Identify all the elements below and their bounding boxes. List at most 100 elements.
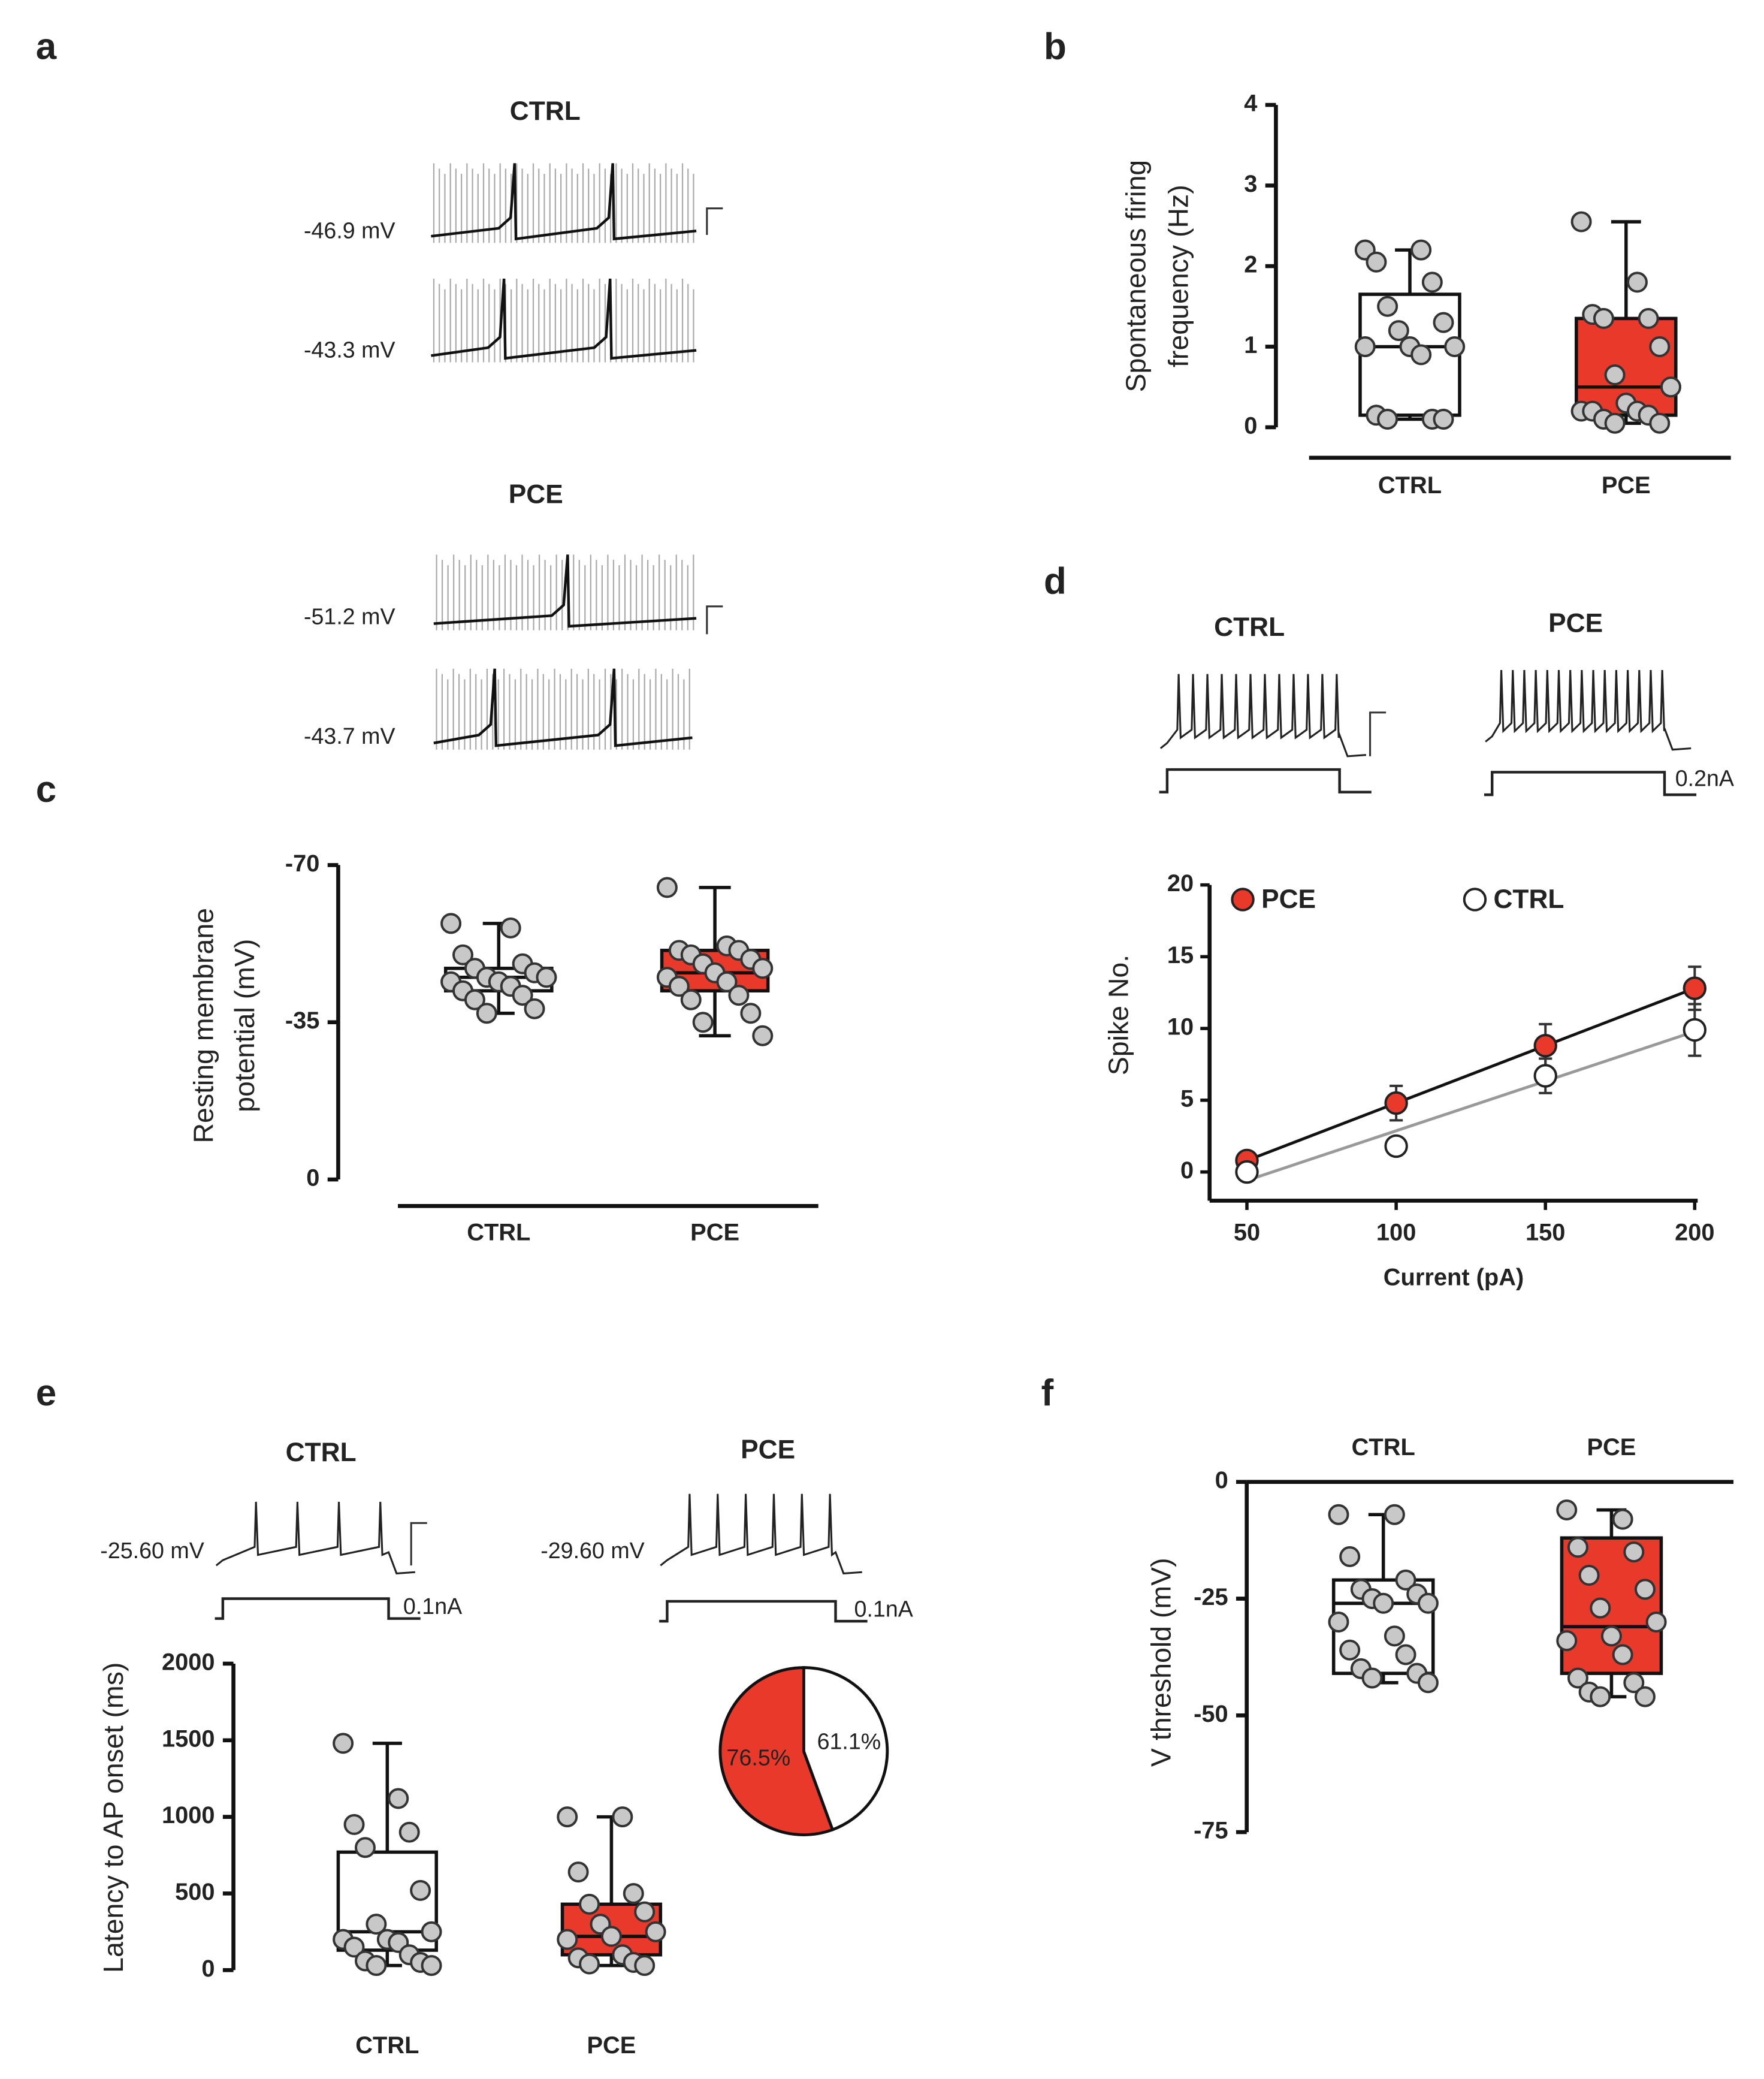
y-tick-label: 3 [1244, 171, 1257, 197]
y-tick-label: -50 [1194, 1701, 1228, 1727]
panel-letter: f [1041, 1372, 1054, 1414]
data-point [1612, 1508, 1633, 1530]
group-label: CTRL [1214, 612, 1285, 642]
data-point [500, 917, 521, 939]
potential-label: -43.3 mV [304, 337, 395, 363]
potential-label: -25.60 mV [100, 1538, 204, 1563]
y-tick-label: 4 [1244, 90, 1257, 117]
data-point [634, 1955, 656, 1977]
data-point [1533, 1064, 1557, 1088]
data-point [1623, 1541, 1645, 1563]
y-tick-label: 0 [1244, 412, 1257, 439]
data-point [1570, 211, 1592, 233]
trace [215, 1501, 415, 1575]
panel-letter: d [1044, 561, 1067, 602]
data-point [1634, 1686, 1656, 1707]
data-point [1433, 312, 1454, 333]
trace [433, 668, 693, 747]
box [1560, 1536, 1663, 1675]
data-point [1361, 1667, 1383, 1689]
x-tick-label: CTRL [355, 2032, 419, 2059]
data-point [668, 976, 690, 997]
potential-label: -51.2 mV [304, 604, 395, 629]
legend-label: CTRL [1493, 885, 1564, 914]
axis-title: Resting membrane [188, 908, 219, 1143]
data-point [1328, 1504, 1349, 1525]
scale-bar [410, 1522, 427, 1566]
x-tick-label: CTRL [1352, 1434, 1415, 1461]
data-point [1366, 251, 1387, 273]
data-point [1339, 1546, 1361, 1567]
data-point [366, 1914, 387, 1935]
trace [1159, 674, 1367, 758]
data-point [1578, 1565, 1600, 1586]
data-point [1388, 320, 1409, 342]
legend-marker [1231, 888, 1255, 912]
data-point [366, 1955, 387, 1977]
data-point [388, 1788, 409, 1809]
data-point [1660, 376, 1681, 398]
panel-letter: c [36, 769, 56, 810]
pie-slice [802, 1666, 889, 1832]
data-point [1623, 1672, 1645, 1694]
trace [1485, 669, 1691, 751]
data-point [1556, 1499, 1578, 1520]
x-tick-label: 100 [1376, 1219, 1416, 1245]
data-point [1612, 1644, 1633, 1665]
x-tick-label: CTRL [1378, 472, 1442, 499]
trace [431, 278, 697, 360]
y-tick-label: 0 [201, 1956, 215, 1982]
trace-spikes [436, 554, 694, 630]
data-point [716, 971, 738, 992]
x-tick-label: CTRL [467, 1219, 530, 1245]
data-point [634, 1901, 656, 1923]
data-point [728, 985, 750, 1006]
data-point [1384, 1504, 1405, 1525]
stimulus-step [1484, 771, 1697, 796]
axis-title: Spontaneous firing [1120, 160, 1151, 393]
panel-letter: b [1044, 26, 1067, 67]
data-point [1384, 1091, 1408, 1115]
data-point [680, 989, 702, 1010]
fit-line [1246, 1030, 1696, 1182]
data-point [1410, 344, 1432, 366]
data-point [410, 1879, 431, 1901]
axis-title: potential (mV) [229, 939, 260, 1112]
trace [660, 1493, 862, 1575]
stimulus-step [659, 1600, 868, 1623]
data-point [1377, 295, 1398, 317]
data-point [1649, 336, 1671, 357]
y-tick-label: 0 [1180, 1157, 1194, 1184]
data-point [612, 1806, 633, 1828]
x-tick-label: PCE [587, 2032, 636, 2059]
x-tick-label: 200 [1675, 1219, 1714, 1245]
axis-title: Spike No. [1103, 955, 1134, 1075]
group-label: PCE [741, 1435, 795, 1464]
data-point [452, 944, 474, 965]
data-point [1593, 307, 1614, 329]
data-point [623, 1882, 644, 1904]
data-point [1683, 1018, 1707, 1042]
data-point [1410, 239, 1432, 261]
scale-bar [706, 207, 723, 235]
y-tick-label: -25 [1194, 1584, 1228, 1610]
potential-label: -29.60 mV [540, 1538, 645, 1563]
data-point [645, 1921, 666, 1942]
data-point [421, 1955, 442, 1977]
data-point [579, 1893, 600, 1915]
x-tick-label: PCE [1587, 1434, 1636, 1461]
data-point [579, 1953, 600, 1975]
y-tick-label: 2000 [162, 1649, 215, 1675]
pie-slice [718, 1666, 835, 1836]
stimulus-step [1159, 768, 1372, 793]
data-point [567, 1861, 589, 1883]
data-point [1339, 1639, 1361, 1661]
data-point [1556, 1630, 1578, 1652]
data-point [656, 877, 678, 898]
data-point [1377, 409, 1398, 430]
y-tick-label: 5 [1180, 1085, 1194, 1112]
y-tick-label: -75 [1194, 1818, 1228, 1844]
data-point [1600, 1625, 1622, 1647]
